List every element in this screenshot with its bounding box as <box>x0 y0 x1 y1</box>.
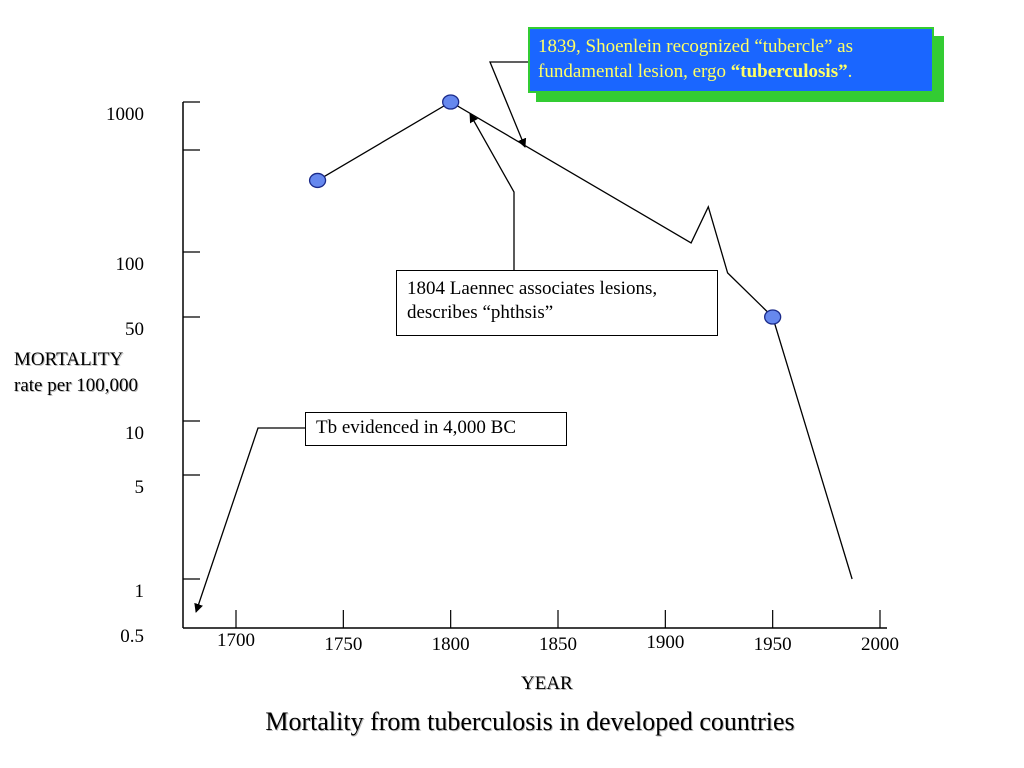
shoenlein-arrow <box>489 61 528 148</box>
data-point-1800 <box>442 94 460 110</box>
y-axis-title-line2: rate per 100,000 <box>14 375 138 396</box>
mortality-line <box>317 101 853 580</box>
y-axis-title: MORTALITY rate per 100,000 <box>14 347 138 399</box>
x-axis-ticks: 1700 1750 1800 1850 1900 1950 2000 <box>217 610 899 655</box>
y-tick-label-1: 1 <box>135 581 145 602</box>
laennec-callout: 1804 Laennec associates lesions, describ… <box>396 270 718 336</box>
data-point-1950 <box>764 309 782 325</box>
mortality-series <box>308 94 853 580</box>
laennec-text-line2: describes “phthsis” <box>407 302 554 323</box>
y-tick-label-10: 10 <box>125 423 144 444</box>
axes <box>182 102 887 629</box>
y-tick-label-5: 5 <box>135 477 145 498</box>
y-axis-ticks: 1000 100 50 10 5 1 0.5 <box>106 101 200 647</box>
shoenlein-callout: 1839, Shoenlein recognized “tubercle” as… <box>528 27 934 93</box>
data-point-1738 <box>308 172 327 189</box>
x-tick-label-1750: 1750 <box>324 634 362 655</box>
x-tick-label-1900: 1900 <box>646 632 684 653</box>
x-tick-label-2000: 2000 <box>861 634 899 655</box>
laennec-arrow <box>469 113 515 270</box>
x-tick-label-1950: 1950 <box>754 634 792 655</box>
x-tick-label-1850: 1850 <box>539 634 577 655</box>
y-tick-label-100: 100 <box>116 254 145 275</box>
x-tick-label-1800: 1800 <box>432 634 470 655</box>
shoenlein-text-line1: 1839, Shoenlein recognized “tubercle” as <box>538 36 853 57</box>
bc-callout: Tb evidenced in 4,000 BC <box>305 412 567 446</box>
bc-arrow <box>194 427 305 613</box>
y-tick-label-1000: 1000 <box>106 104 144 125</box>
shoenlein-text-line2: fundamental lesion, ergo <box>538 61 731 82</box>
bc-text: Tb evidenced in 4,000 BC <box>316 417 516 438</box>
chart-caption: Mortality from tuberculosis in developed… <box>265 707 795 736</box>
y-axis-title-line1: MORTALITY <box>14 349 124 370</box>
laennec-text-line1: 1804 Laennec associates lesions, <box>407 278 658 299</box>
shoenlein-bold-term: “tuberculosis” <box>730 61 848 82</box>
shoenlein-period: . <box>847 61 853 82</box>
y-tick-label-0.5: 0.5 <box>120 626 144 647</box>
annotation-arrows <box>194 61 528 613</box>
y-tick-label-50: 50 <box>125 319 144 340</box>
x-axis-title: YEAR <box>521 673 573 694</box>
x-tick-label-1700: 1700 <box>217 630 255 651</box>
